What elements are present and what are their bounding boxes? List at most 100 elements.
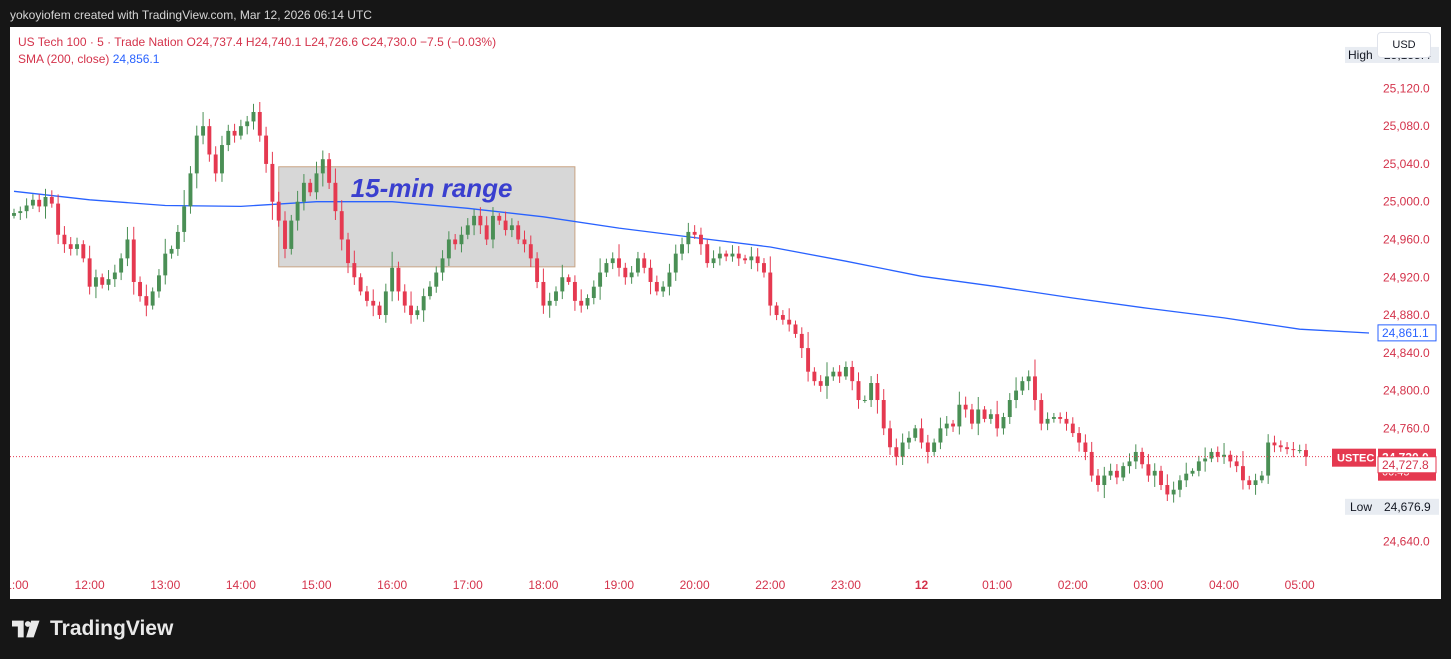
- currency-button[interactable]: USD: [1377, 32, 1431, 58]
- x-tick-label: 02:00: [1058, 578, 1088, 592]
- candle: [1184, 462, 1189, 488]
- candle-body: [1096, 475, 1100, 486]
- candle: [661, 281, 666, 297]
- candle-body: [661, 286, 666, 292]
- candle-body: [1140, 451, 1145, 465]
- candle-body: [119, 258, 124, 273]
- candle: [881, 389, 886, 436]
- candle: [900, 433, 905, 466]
- x-tick-label: 11:00: [10, 578, 29, 592]
- candle: [528, 235, 533, 268]
- candle: [913, 424, 918, 442]
- candle-body: [62, 234, 67, 245]
- candle-body: [579, 300, 584, 306]
- candle: [314, 161, 319, 200]
- symbol-legend[interactable]: US Tech 100 · 5 · Trade Nation O24,737.4…: [18, 35, 497, 49]
- candle: [522, 230, 527, 253]
- candle: [673, 244, 678, 281]
- candle: [283, 211, 287, 259]
- candle-body: [976, 409, 981, 424]
- candle: [201, 112, 206, 145]
- candle-body: [818, 381, 823, 386]
- candle-body: [623, 267, 628, 278]
- candle-body: [1051, 417, 1056, 419]
- tradingview-logo[interactable]: TradingView: [12, 617, 173, 641]
- candle-body: [264, 135, 269, 164]
- candle-body: [1114, 470, 1119, 478]
- candle: [251, 103, 256, 130]
- candle-body: [81, 244, 86, 259]
- candle: [138, 276, 143, 302]
- y-tick-label: 24,760.0: [1383, 421, 1430, 435]
- candle: [1222, 443, 1227, 464]
- candle-body: [1190, 470, 1195, 474]
- y-tick-label: 25,040.0: [1383, 157, 1430, 171]
- candle-body: [213, 154, 218, 174]
- candle-body: [1058, 417, 1063, 419]
- range-box-label: 15-min range: [351, 173, 513, 203]
- candle-body: [1177, 480, 1182, 490]
- candle-body: [1209, 451, 1214, 459]
- bid-tag-bg: [1377, 456, 1437, 474]
- candle: [503, 211, 508, 236]
- candle: [125, 226, 130, 267]
- candle-body: [888, 428, 892, 448]
- candle-body: [957, 404, 962, 427]
- candle-body: [604, 263, 609, 273]
- candle-body: [724, 253, 729, 257]
- candle-body: [1152, 470, 1157, 476]
- candle: [1152, 463, 1157, 487]
- candle: [787, 308, 792, 332]
- candle-body: [30, 199, 35, 206]
- y-tick-label: 24,960.0: [1383, 232, 1430, 246]
- candle: [1020, 376, 1025, 396]
- candle-body: [856, 381, 861, 401]
- candle: [579, 289, 584, 313]
- candle-body: [648, 267, 653, 282]
- candle-body: [736, 253, 741, 259]
- candle: [194, 125, 199, 189]
- candle-body: [547, 300, 552, 306]
- candle: [56, 194, 61, 244]
- candle-body: [1102, 475, 1107, 486]
- x-tick-label: 22:00: [755, 578, 785, 592]
- candle-body: [314, 173, 319, 193]
- candle: [1259, 470, 1264, 484]
- candle-body: [1304, 450, 1308, 457]
- candle: [112, 264, 117, 287]
- candle: [1291, 441, 1296, 458]
- x-tick-label: 12:00: [75, 578, 105, 592]
- candle: [869, 376, 874, 407]
- candle: [232, 123, 237, 143]
- sma-legend[interactable]: SMA (200, close) 24,856.1: [18, 52, 159, 66]
- candle: [509, 218, 514, 238]
- candle-body: [598, 272, 603, 287]
- candle: [1196, 455, 1201, 477]
- candle: [686, 222, 691, 254]
- candle-body: [308, 182, 313, 193]
- candle: [1297, 444, 1302, 454]
- candle: [402, 284, 407, 313]
- candlestick-chart[interactable]: 15-min range24,640.024,680.024,720.024,7…: [10, 27, 1441, 599]
- candle-body: [1045, 418, 1050, 424]
- candle-body: [780, 315, 785, 320]
- candle-body: [459, 234, 464, 245]
- candle: [1058, 412, 1063, 424]
- candle-body: [472, 215, 477, 226]
- candle-body: [705, 244, 710, 264]
- candle-body: [610, 258, 615, 264]
- candle-body: [478, 215, 483, 226]
- candle-body: [1285, 447, 1290, 450]
- candle: [472, 209, 477, 236]
- candle-body: [283, 220, 287, 249]
- candle-body: [446, 239, 451, 259]
- candle-body: [1234, 461, 1239, 467]
- candle: [862, 395, 867, 403]
- candle-body: [1196, 461, 1201, 471]
- candle-body: [138, 281, 143, 297]
- x-tick-label: 19:00: [604, 578, 634, 592]
- chart-panel[interactable]: 15-min range24,640.024,680.024,720.024,7…: [10, 27, 1441, 599]
- candle-body: [156, 275, 161, 292]
- candle: [220, 135, 224, 182]
- candle-body: [806, 348, 811, 372]
